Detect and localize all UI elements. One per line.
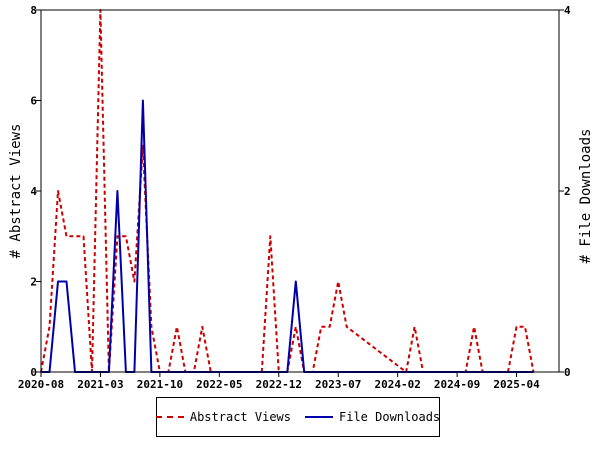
x-tick-label: 2025-04 xyxy=(493,378,540,391)
legend-item-abstract-views: Abstract Views xyxy=(155,410,291,424)
series-line-file-downloads xyxy=(41,99,534,373)
x-tick-label: 2024-09 xyxy=(434,378,480,391)
x-tick-label: 2022-05 xyxy=(196,378,242,391)
x-tick-label: 2024-02 xyxy=(374,378,420,391)
legend: Abstract Views File Downloads xyxy=(155,397,440,437)
series-line-abstract-views xyxy=(40,9,535,373)
x-tick-label: 2020-08 xyxy=(18,378,64,391)
legend-swatch-file-downloads xyxy=(305,416,333,418)
x-tick-label: 2021-10 xyxy=(137,378,183,391)
legend-label-abstract-views: Abstract Views xyxy=(189,410,291,424)
y-left-tick-label: 4 xyxy=(30,185,37,198)
x-tick-label: 2022-12 xyxy=(256,378,302,391)
y-left-tick-label: 0 xyxy=(30,366,37,379)
y-left-axis-title: # Abstract Views xyxy=(8,124,24,259)
legend-label-file-downloads: File Downloads xyxy=(339,410,441,424)
legend-swatch-abstract-views xyxy=(155,416,184,418)
y-right-tick-label: 2 xyxy=(564,185,571,198)
y-right-axis-title: # File Downloads xyxy=(578,129,594,264)
y-right-tick-label: 0 xyxy=(564,366,571,379)
x-tick-label: 2021-03 xyxy=(77,378,123,391)
series-layer xyxy=(40,9,535,373)
y-left-tick-label: 2 xyxy=(30,276,37,289)
y-left-tick-label: 8 xyxy=(30,4,37,17)
ticks-layer: 2020-08 2021-03 2021-10 2022-05 2022-12 2023-… xyxy=(18,4,571,391)
x-tick-label: 2023-07 xyxy=(315,378,361,391)
legend-item-file-downloads: File Downloads xyxy=(305,410,440,424)
y-right-tick-label: 4 xyxy=(564,4,571,17)
y-left-tick-label: 6 xyxy=(30,95,37,108)
